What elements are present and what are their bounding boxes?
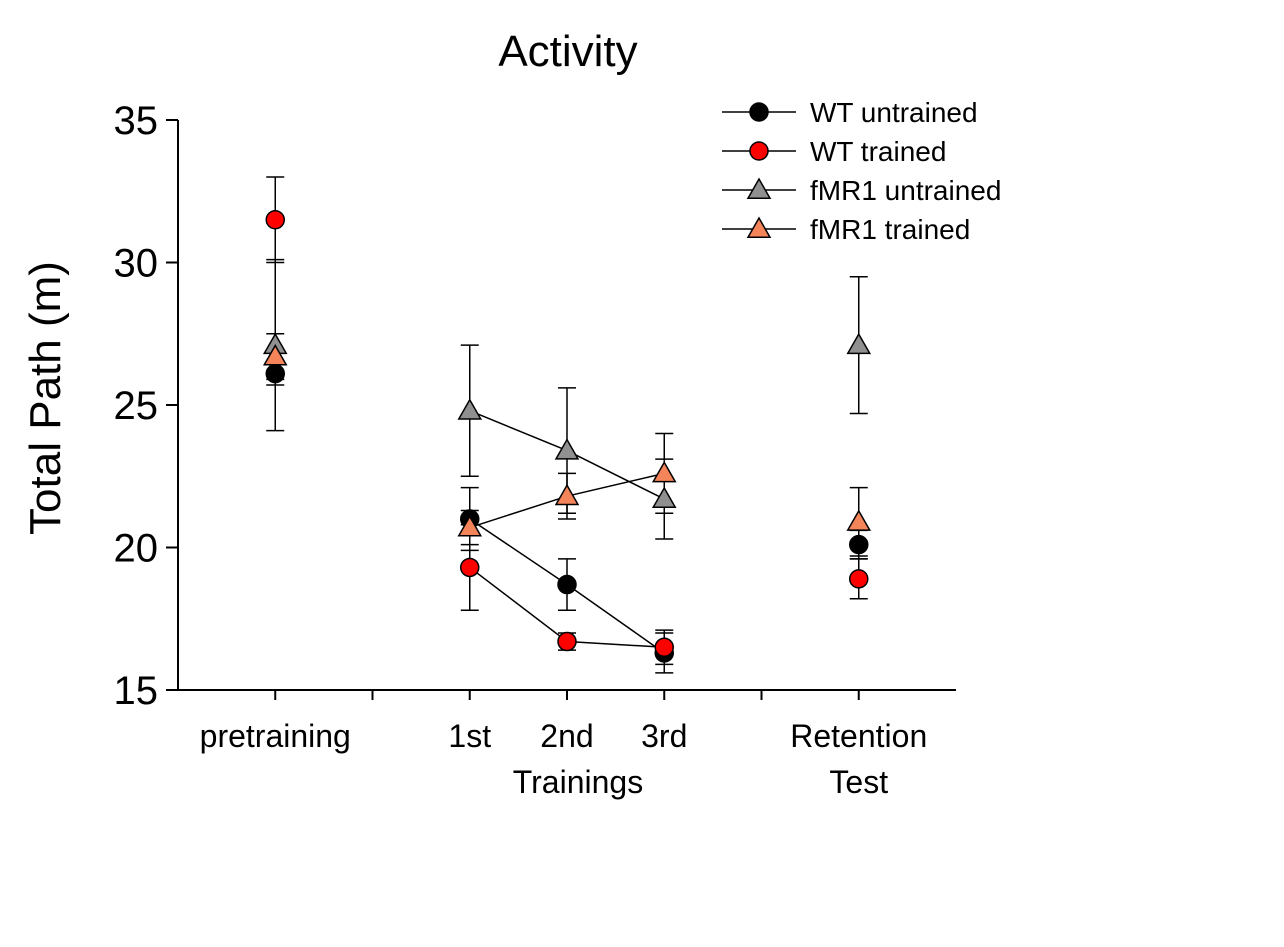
legend-label: WT trained — [810, 136, 946, 167]
legend-label: WT untrained — [810, 97, 978, 128]
legend-marker — [749, 141, 769, 161]
x-tick-label: Test — [829, 764, 888, 800]
y-tick-label: 30 — [114, 242, 159, 286]
x-tick-label: pretraining — [200, 718, 351, 754]
data-point — [849, 534, 869, 555]
legend-entry: WT untrained — [722, 97, 978, 128]
data-point — [457, 398, 483, 420]
legend-marker — [746, 177, 772, 199]
y-tick-label: 35 — [114, 99, 159, 143]
y-tick-label: 25 — [114, 384, 159, 428]
data-point — [554, 483, 580, 506]
data-point — [554, 438, 580, 460]
data-point — [651, 460, 677, 483]
y-tick-label: 15 — [114, 669, 159, 713]
data-point — [651, 486, 677, 509]
data-point — [557, 631, 577, 652]
legend-label: fMR1 trained — [810, 214, 970, 245]
legend-entry: fMR1 trained — [722, 214, 970, 245]
data-point — [654, 637, 674, 657]
data-point — [849, 569, 869, 589]
data-markers — [262, 210, 872, 663]
data-point — [262, 344, 288, 366]
x-group-label: Trainings — [513, 764, 643, 800]
series-layer — [262, 176, 872, 674]
y-axis-label: Total Path (m) — [21, 261, 70, 535]
legend-entry: WT trained — [722, 136, 946, 167]
data-point — [846, 509, 872, 531]
legend: WT untrained WT trained fMR1 untrained fMR1… — [722, 97, 1001, 245]
x-axis-ticks: pretraining 1st 2nd 3rd Retention Test — [200, 690, 927, 800]
y-axis-ticks: 15 20 25 30 35 — [114, 99, 178, 713]
data-point — [265, 363, 285, 384]
legend-label: fMR1 untrained — [810, 175, 1001, 206]
x-tick-label: 1st — [448, 718, 491, 754]
legend-marker — [746, 216, 772, 238]
x-tick-label: Retention — [790, 718, 927, 754]
data-point — [557, 574, 577, 595]
x-tick-label: 3rd — [641, 718, 687, 754]
data-point — [265, 210, 285, 230]
error-bars — [266, 176, 868, 674]
x-tick-label: 2nd — [540, 718, 593, 754]
data-point — [846, 332, 872, 355]
legend-marker — [749, 102, 769, 122]
chart-title: Activity — [498, 27, 637, 76]
data-point — [457, 515, 483, 537]
data-point — [460, 557, 480, 578]
y-tick-label: 20 — [114, 527, 159, 571]
legend-entry: fMR1 untrained — [722, 175, 1001, 206]
